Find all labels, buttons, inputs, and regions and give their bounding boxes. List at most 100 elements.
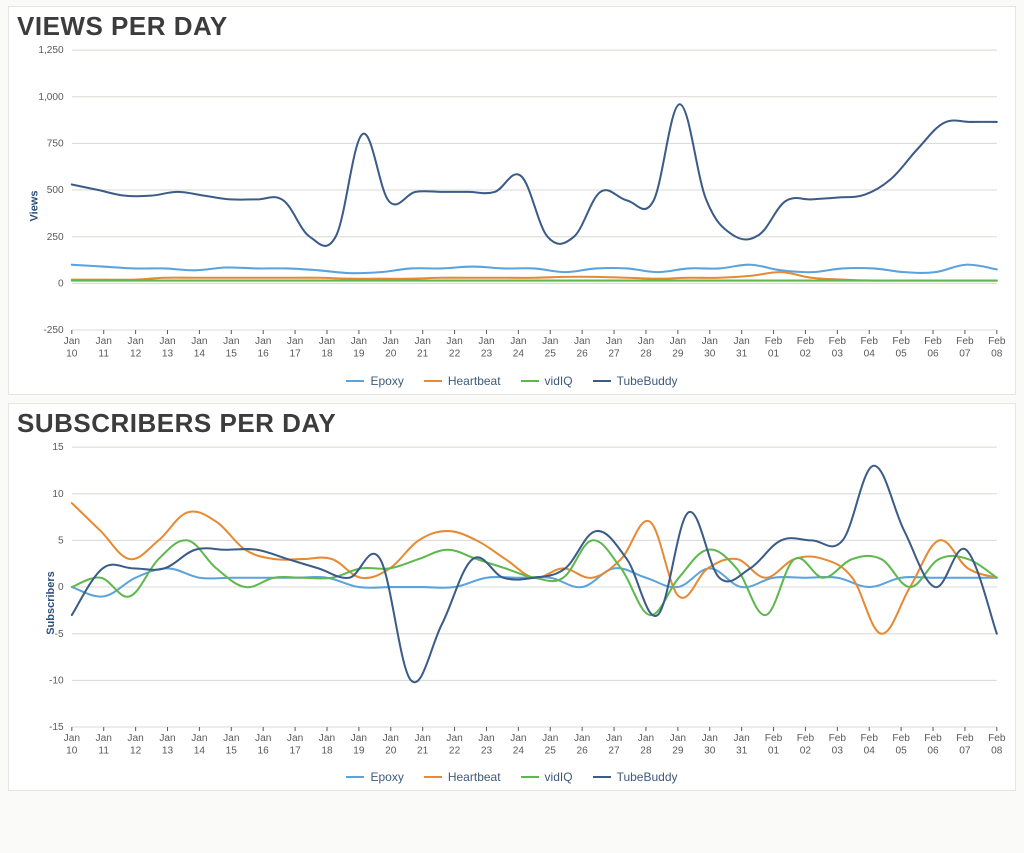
legend-swatch-icon xyxy=(424,380,442,382)
svg-text:Jan: Jan xyxy=(702,336,718,347)
views-chart: -25002505007501,0001,250Jan10Jan11Jan12J… xyxy=(15,44,1009,369)
svg-text:Jan: Jan xyxy=(733,733,749,744)
legend-label: Heartbeat xyxy=(448,770,501,784)
legend-label: vidIQ xyxy=(545,770,573,784)
subs-panel: SUBSCRIBERS PER DAY Subscribers -15-10-5… xyxy=(8,403,1016,792)
svg-text:03: 03 xyxy=(832,745,844,756)
svg-text:23: 23 xyxy=(481,745,493,756)
svg-text:15: 15 xyxy=(52,442,64,453)
svg-text:26: 26 xyxy=(577,348,589,359)
svg-text:0: 0 xyxy=(58,278,64,289)
svg-text:Jan: Jan xyxy=(478,733,494,744)
svg-text:Feb: Feb xyxy=(829,733,847,744)
svg-text:0: 0 xyxy=(58,582,64,593)
svg-text:Feb: Feb xyxy=(956,336,974,347)
svg-text:01: 01 xyxy=(768,348,780,359)
svg-text:07: 07 xyxy=(959,745,971,756)
svg-text:02: 02 xyxy=(800,745,812,756)
svg-text:Jan: Jan xyxy=(606,336,622,347)
svg-text:Jan: Jan xyxy=(606,733,622,744)
legend-item-vidiq[interactable]: vidIQ xyxy=(521,770,573,784)
svg-text:5: 5 xyxy=(58,535,64,546)
svg-text:Jan: Jan xyxy=(255,733,271,744)
svg-text:Jan: Jan xyxy=(670,336,686,347)
svg-text:1,000: 1,000 xyxy=(38,92,64,103)
legend-label: TubeBuddy xyxy=(617,374,678,388)
svg-text:Jan: Jan xyxy=(478,336,494,347)
svg-text:05: 05 xyxy=(895,348,907,359)
svg-text:250: 250 xyxy=(47,232,64,243)
subs-chart-wrap: Subscribers -15-10-5051015Jan10Jan11Jan1… xyxy=(15,441,1009,766)
svg-text:Feb: Feb xyxy=(797,733,815,744)
legend-item-tubebuddy[interactable]: TubeBuddy xyxy=(593,770,678,784)
svg-text:Feb: Feb xyxy=(829,336,847,347)
svg-text:Jan: Jan xyxy=(733,336,749,347)
legend-swatch-icon xyxy=(346,776,364,778)
svg-text:Jan: Jan xyxy=(159,733,175,744)
svg-text:Jan: Jan xyxy=(159,336,175,347)
svg-text:Feb: Feb xyxy=(924,336,942,347)
svg-text:-250: -250 xyxy=(43,325,64,336)
svg-text:14: 14 xyxy=(194,745,206,756)
svg-text:04: 04 xyxy=(864,348,876,359)
svg-text:-15: -15 xyxy=(49,722,64,733)
views-legend: Epoxy Heartbeat vidIQ TubeBuddy xyxy=(15,369,1009,390)
svg-text:24: 24 xyxy=(513,745,525,756)
legend-item-vidiq[interactable]: vidIQ xyxy=(521,374,573,388)
svg-text:05: 05 xyxy=(895,745,907,756)
svg-text:26: 26 xyxy=(577,745,589,756)
svg-text:500: 500 xyxy=(47,185,64,196)
views-chart-wrap: Views -25002505007501,0001,250Jan10Jan11… xyxy=(15,44,1009,369)
svg-text:Jan: Jan xyxy=(542,336,558,347)
svg-text:Feb: Feb xyxy=(892,336,910,347)
svg-text:Feb: Feb xyxy=(956,733,974,744)
legend-label: vidIQ xyxy=(545,374,573,388)
svg-text:Jan: Jan xyxy=(255,336,271,347)
svg-text:07: 07 xyxy=(959,348,971,359)
legend-swatch-icon xyxy=(593,776,611,778)
svg-text:23: 23 xyxy=(481,348,493,359)
svg-text:Jan: Jan xyxy=(383,336,399,347)
svg-text:12: 12 xyxy=(130,348,142,359)
svg-text:04: 04 xyxy=(864,745,876,756)
svg-text:12: 12 xyxy=(130,745,142,756)
svg-text:Jan: Jan xyxy=(64,733,80,744)
svg-text:Jan: Jan xyxy=(510,336,526,347)
svg-text:11: 11 xyxy=(98,745,109,756)
svg-text:Jan: Jan xyxy=(446,733,462,744)
svg-text:Jan: Jan xyxy=(127,336,143,347)
svg-text:Feb: Feb xyxy=(924,733,942,744)
svg-text:Jan: Jan xyxy=(574,336,590,347)
svg-text:-10: -10 xyxy=(49,675,64,686)
legend-item-heartbeat[interactable]: Heartbeat xyxy=(424,374,501,388)
svg-text:Feb: Feb xyxy=(892,733,910,744)
svg-text:16: 16 xyxy=(258,745,270,756)
subs-legend: Epoxy Heartbeat vidIQ TubeBuddy xyxy=(15,765,1009,786)
svg-text:29: 29 xyxy=(672,348,684,359)
svg-text:24: 24 xyxy=(513,348,525,359)
legend-swatch-icon xyxy=(521,380,539,382)
legend-item-epoxy[interactable]: Epoxy xyxy=(346,770,403,784)
svg-text:06: 06 xyxy=(927,348,939,359)
svg-text:Jan: Jan xyxy=(670,733,686,744)
legend-item-epoxy[interactable]: Epoxy xyxy=(346,374,403,388)
analytics-page: VIEWS PER DAY Views -25002505007501,0001… xyxy=(0,0,1024,853)
svg-text:Jan: Jan xyxy=(638,336,654,347)
legend-item-tubebuddy[interactable]: TubeBuddy xyxy=(593,374,678,388)
svg-text:06: 06 xyxy=(927,745,939,756)
svg-text:Jan: Jan xyxy=(319,336,335,347)
svg-text:Jan: Jan xyxy=(287,733,303,744)
svg-text:31: 31 xyxy=(736,348,748,359)
svg-text:13: 13 xyxy=(162,745,174,756)
legend-item-heartbeat[interactable]: Heartbeat xyxy=(424,770,501,784)
svg-text:19: 19 xyxy=(353,745,365,756)
svg-text:22: 22 xyxy=(449,745,461,756)
svg-text:18: 18 xyxy=(321,348,333,359)
subs-ylabel: Subscribers xyxy=(45,571,57,635)
svg-text:15: 15 xyxy=(226,745,238,756)
svg-text:Jan: Jan xyxy=(415,733,431,744)
subs-chart: -15-10-5051015Jan10Jan11Jan12Jan13Jan14J… xyxy=(15,441,1009,766)
views-title: VIEWS PER DAY xyxy=(17,11,1009,42)
svg-text:Jan: Jan xyxy=(351,336,367,347)
svg-text:31: 31 xyxy=(736,745,748,756)
